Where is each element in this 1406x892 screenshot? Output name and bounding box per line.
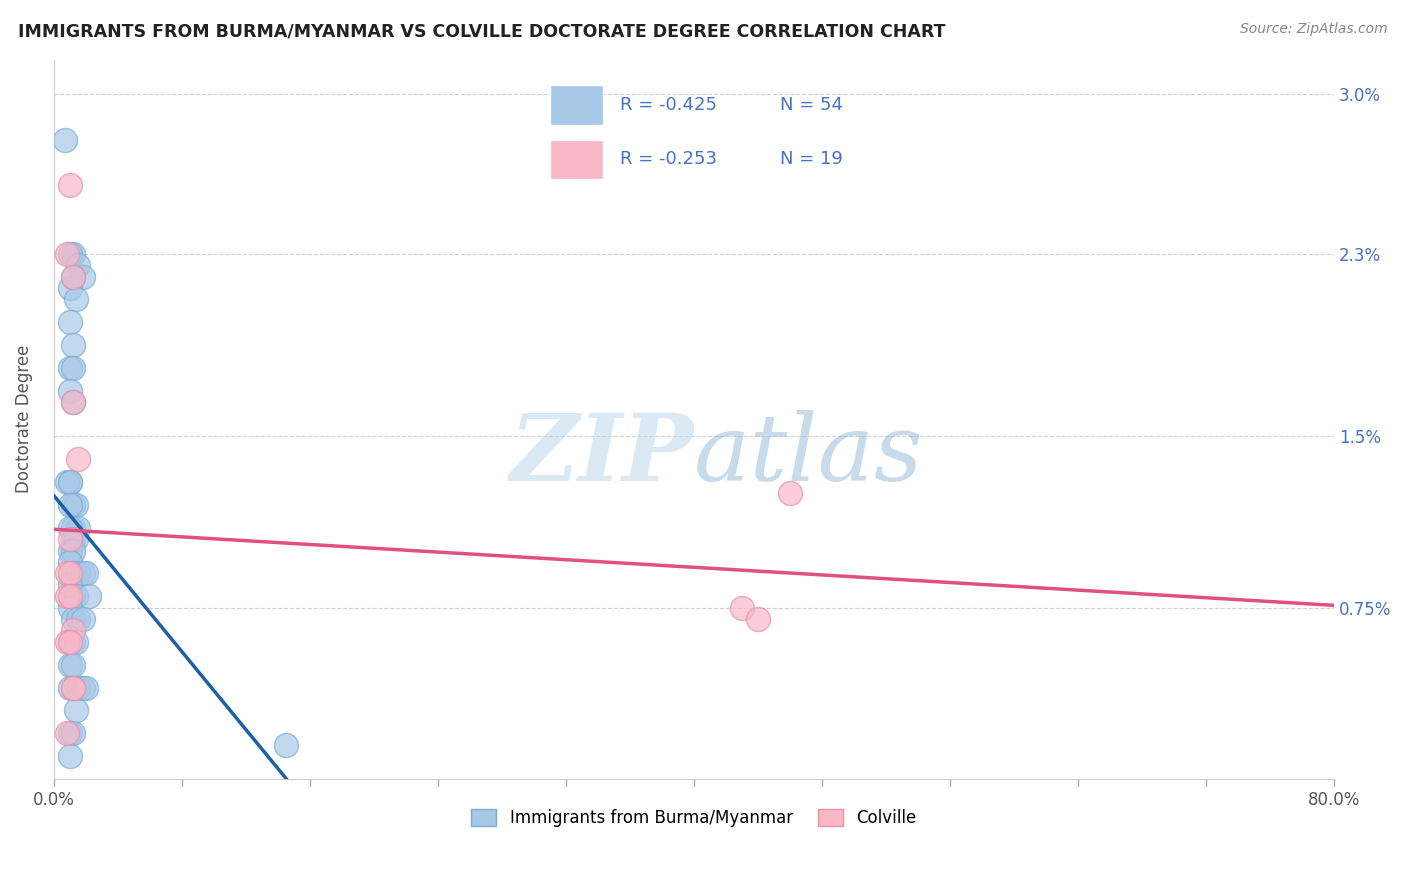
Point: [59, 281, 82, 295]
Point: [59, 475, 82, 489]
Point: [747, 612, 769, 626]
Text: atlas: atlas: [693, 410, 924, 500]
Point: [59, 726, 82, 740]
Point: [72, 566, 94, 581]
Point: [59, 498, 82, 512]
Text: Source: ZipAtlas.com: Source: ZipAtlas.com: [1240, 22, 1388, 37]
Point: [75, 681, 97, 695]
Point: [65, 293, 87, 307]
Point: [59, 532, 82, 546]
Point: [59, 246, 82, 260]
Point: [66, 612, 89, 626]
Point: [59, 555, 82, 569]
Point: [75, 566, 97, 581]
Point: [59, 681, 82, 695]
Point: [59, 749, 82, 764]
Point: [62, 246, 84, 260]
Point: [62, 395, 84, 409]
Point: [65, 589, 87, 603]
Text: ZIP: ZIP: [509, 410, 693, 500]
Legend: Immigrants from Burma/Myanmar, Colville: Immigrants from Burma/Myanmar, Colville: [463, 800, 925, 835]
Point: [62, 681, 84, 695]
Point: [62, 635, 84, 649]
Point: [65, 635, 87, 649]
Point: [66, 681, 89, 695]
Point: [59, 315, 82, 329]
Point: [55, 635, 77, 649]
Point: [59, 178, 82, 193]
Point: [55, 475, 77, 489]
Point: [55, 589, 77, 603]
Point: [59, 475, 82, 489]
Point: [59, 384, 82, 398]
Point: [72, 269, 94, 284]
Point: [66, 521, 89, 535]
Point: [62, 726, 84, 740]
Point: [65, 532, 87, 546]
Point: [59, 600, 82, 615]
Point: [779, 486, 801, 500]
Point: [62, 543, 84, 558]
Point: [62, 566, 84, 581]
Point: [62, 269, 84, 284]
Point: [62, 532, 84, 546]
Point: [55, 726, 77, 740]
Point: [65, 703, 87, 717]
Point: [731, 600, 754, 615]
Point: [53, 132, 76, 146]
Point: [59, 657, 82, 672]
Point: [55, 246, 77, 260]
Point: [274, 738, 297, 752]
Point: [62, 269, 84, 284]
Point: [59, 566, 82, 581]
Point: [72, 612, 94, 626]
Point: [66, 258, 89, 272]
Point: [65, 498, 87, 512]
Point: [72, 681, 94, 695]
Point: [59, 578, 82, 592]
Point: [59, 543, 82, 558]
Point: [62, 498, 84, 512]
Point: [59, 360, 82, 375]
Y-axis label: Doctorate Degree: Doctorate Degree: [15, 345, 32, 493]
Point: [62, 681, 84, 695]
Point: [59, 635, 82, 649]
Point: [62, 338, 84, 352]
Point: [59, 521, 82, 535]
Point: [55, 566, 77, 581]
Point: [62, 624, 84, 638]
Point: [66, 452, 89, 467]
Point: [62, 360, 84, 375]
Point: [62, 589, 84, 603]
Point: [62, 657, 84, 672]
Point: [77, 589, 100, 603]
Point: [62, 395, 84, 409]
Point: [62, 521, 84, 535]
Text: IMMIGRANTS FROM BURMA/MYANMAR VS COLVILLE DOCTORATE DEGREE CORRELATION CHART: IMMIGRANTS FROM BURMA/MYANMAR VS COLVILL…: [18, 22, 946, 40]
Point: [59, 589, 82, 603]
Point: [62, 612, 84, 626]
Point: [59, 635, 82, 649]
Point: [66, 566, 89, 581]
